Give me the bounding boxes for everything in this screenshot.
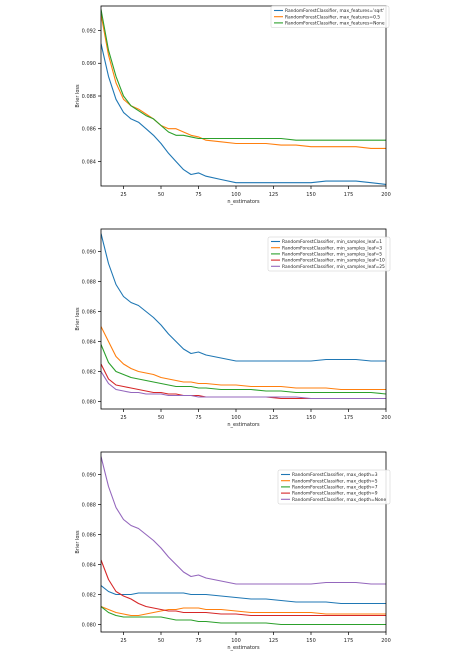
legend-label: RandomForestClassifier, min_samples_leaf… <box>282 245 382 251</box>
x-tick-label: 150 <box>306 415 316 421</box>
y-axis-label: Brier loss <box>75 530 81 554</box>
chart-panel-max-features: 25 50 75 100 125 150 175 200 0.084 0.086 0.088 0.09… <box>0 0 474 223</box>
legend-label: RandomForestClassifier, min_samples_leaf… <box>282 252 382 258</box>
plot-frame <box>100 228 387 410</box>
x-axis-label: n_estimators <box>227 645 260 651</box>
y-tick-label: 0.084 <box>82 562 96 568</box>
series-line-2 <box>101 9 386 141</box>
legend: RandomForestClassifier, min_samples_leaf… <box>267 236 391 272</box>
series-line-2 <box>101 344 386 395</box>
series-line-0 <box>101 233 386 362</box>
y-tick-label: 0.084 <box>82 339 96 345</box>
series-line-2 <box>101 606 386 626</box>
legend-label: RandomForestClassifier, max_depth=3 <box>292 472 378 478</box>
series-line-0 <box>101 585 386 605</box>
x-tick-label: 25 <box>120 192 126 198</box>
series-line-4 <box>101 371 386 400</box>
x-tick-label: 25 <box>120 638 126 644</box>
x-tick-label: 125 <box>269 192 279 198</box>
y-tick-label: 0.092 <box>82 28 96 34</box>
chart-min-samples-leaf: 25 50 75 100 125 150 175 200 0.080 0.082 0.084 0.08… <box>75 228 391 428</box>
chart-panel-min-samples-leaf: 25 50 75 100 125 150 175 200 0.080 0.082 0.084 0.08… <box>0 223 474 446</box>
x-tick-label: 25 <box>120 415 126 421</box>
chart-max-features: 25 50 75 100 125 150 175 200 0.084 0.086 0.088 0.09… <box>75 5 391 205</box>
y-tick-label: 0.086 <box>82 127 96 133</box>
legend-label: RandomForestClassifier, min_samples_leaf… <box>282 264 385 270</box>
legend-box <box>267 236 391 272</box>
x-tick-label: 200 <box>381 192 391 198</box>
legend: RandomForestClassifier, max_depth=3Rando… <box>277 469 391 505</box>
x-axis-label: n_estimators <box>227 422 260 428</box>
y-tick-label: 0.086 <box>82 309 96 315</box>
y-tick-label: 0.082 <box>82 369 96 375</box>
y-tick-label: 0.090 <box>82 472 96 478</box>
x-tick-label: 50 <box>158 638 164 644</box>
chart-panel-max-depth: 25 50 75 100 125 150 175 200 0.080 0.082 0.084 0.08… <box>0 446 474 669</box>
series-line-1 <box>101 326 386 391</box>
x-tick-label: 75 <box>195 415 201 421</box>
x-tick-label: 200 <box>381 415 391 421</box>
x-tick-label: 125 <box>269 415 279 421</box>
plot-frame <box>100 5 387 187</box>
x-tick-label: 100 <box>231 415 241 421</box>
x-tick-label: 50 <box>158 415 164 421</box>
y-tick-label: 0.088 <box>82 279 96 285</box>
x-tick-label: 100 <box>231 192 241 198</box>
legend-label: RandomForestClassifier, max_features='sq… <box>285 8 384 14</box>
x-tick-label: 175 <box>344 638 354 644</box>
legend-label: RandomForestClassifier, max_features=Non… <box>285 21 385 27</box>
chart-max-depth: 25 50 75 100 125 150 175 200 0.080 0.082 0.084 0.08… <box>75 451 391 651</box>
x-axis-label: n_estimators <box>227 199 260 205</box>
series-line-1 <box>101 605 386 617</box>
plot-frame <box>100 451 387 633</box>
legend-label: RandomForestClassifier, max_depth=5 <box>292 478 378 484</box>
x-tick-label: 100 <box>231 638 241 644</box>
series-line-3 <box>101 559 386 617</box>
y-tick-label: 0.090 <box>82 61 96 67</box>
y-axis-label: Brier loss <box>75 307 81 331</box>
legend-label: RandomForestClassifier, max_depth=7 <box>292 485 378 491</box>
series-line-4 <box>101 456 386 585</box>
y-tick-label: 0.080 <box>82 622 96 628</box>
x-tick-label: 125 <box>269 638 279 644</box>
y-axis-label: Brier loss <box>75 84 81 108</box>
x-tick-label: 175 <box>344 415 354 421</box>
legend-box <box>277 469 391 505</box>
x-tick-label: 75 <box>195 638 201 644</box>
y-tick-label: 0.090 <box>82 249 96 255</box>
legend-label: RandomForestClassifier, max_depth=9 <box>292 491 378 497</box>
x-tick-label: 150 <box>306 638 316 644</box>
legend-label: RandomForestClassifier, max_depth=None <box>292 497 386 503</box>
legend-label: RandomForestClassifier, min_samples_leaf… <box>282 239 382 245</box>
x-tick-label: 150 <box>306 192 316 198</box>
y-tick-label: 0.086 <box>82 532 96 538</box>
legend-box <box>270 5 390 28</box>
legend-label: RandomForestClassifier, max_features=0.5 <box>285 14 380 20</box>
legend: RandomForestClassifier, max_features='sq… <box>270 5 390 28</box>
y-tick-label: 0.082 <box>82 592 96 598</box>
y-tick-label: 0.084 <box>82 159 96 165</box>
legend-label: RandomForestClassifier, min_samples_leaf… <box>282 258 385 264</box>
y-tick-label: 0.088 <box>82 94 96 100</box>
series-line-1 <box>101 14 386 149</box>
x-tick-label: 50 <box>158 192 164 198</box>
y-tick-label: 0.088 <box>82 502 96 508</box>
y-tick-label: 0.080 <box>82 399 96 405</box>
x-tick-label: 175 <box>344 192 354 198</box>
x-tick-label: 200 <box>381 638 391 644</box>
x-tick-label: 75 <box>195 192 201 198</box>
series-line-0 <box>101 43 386 185</box>
